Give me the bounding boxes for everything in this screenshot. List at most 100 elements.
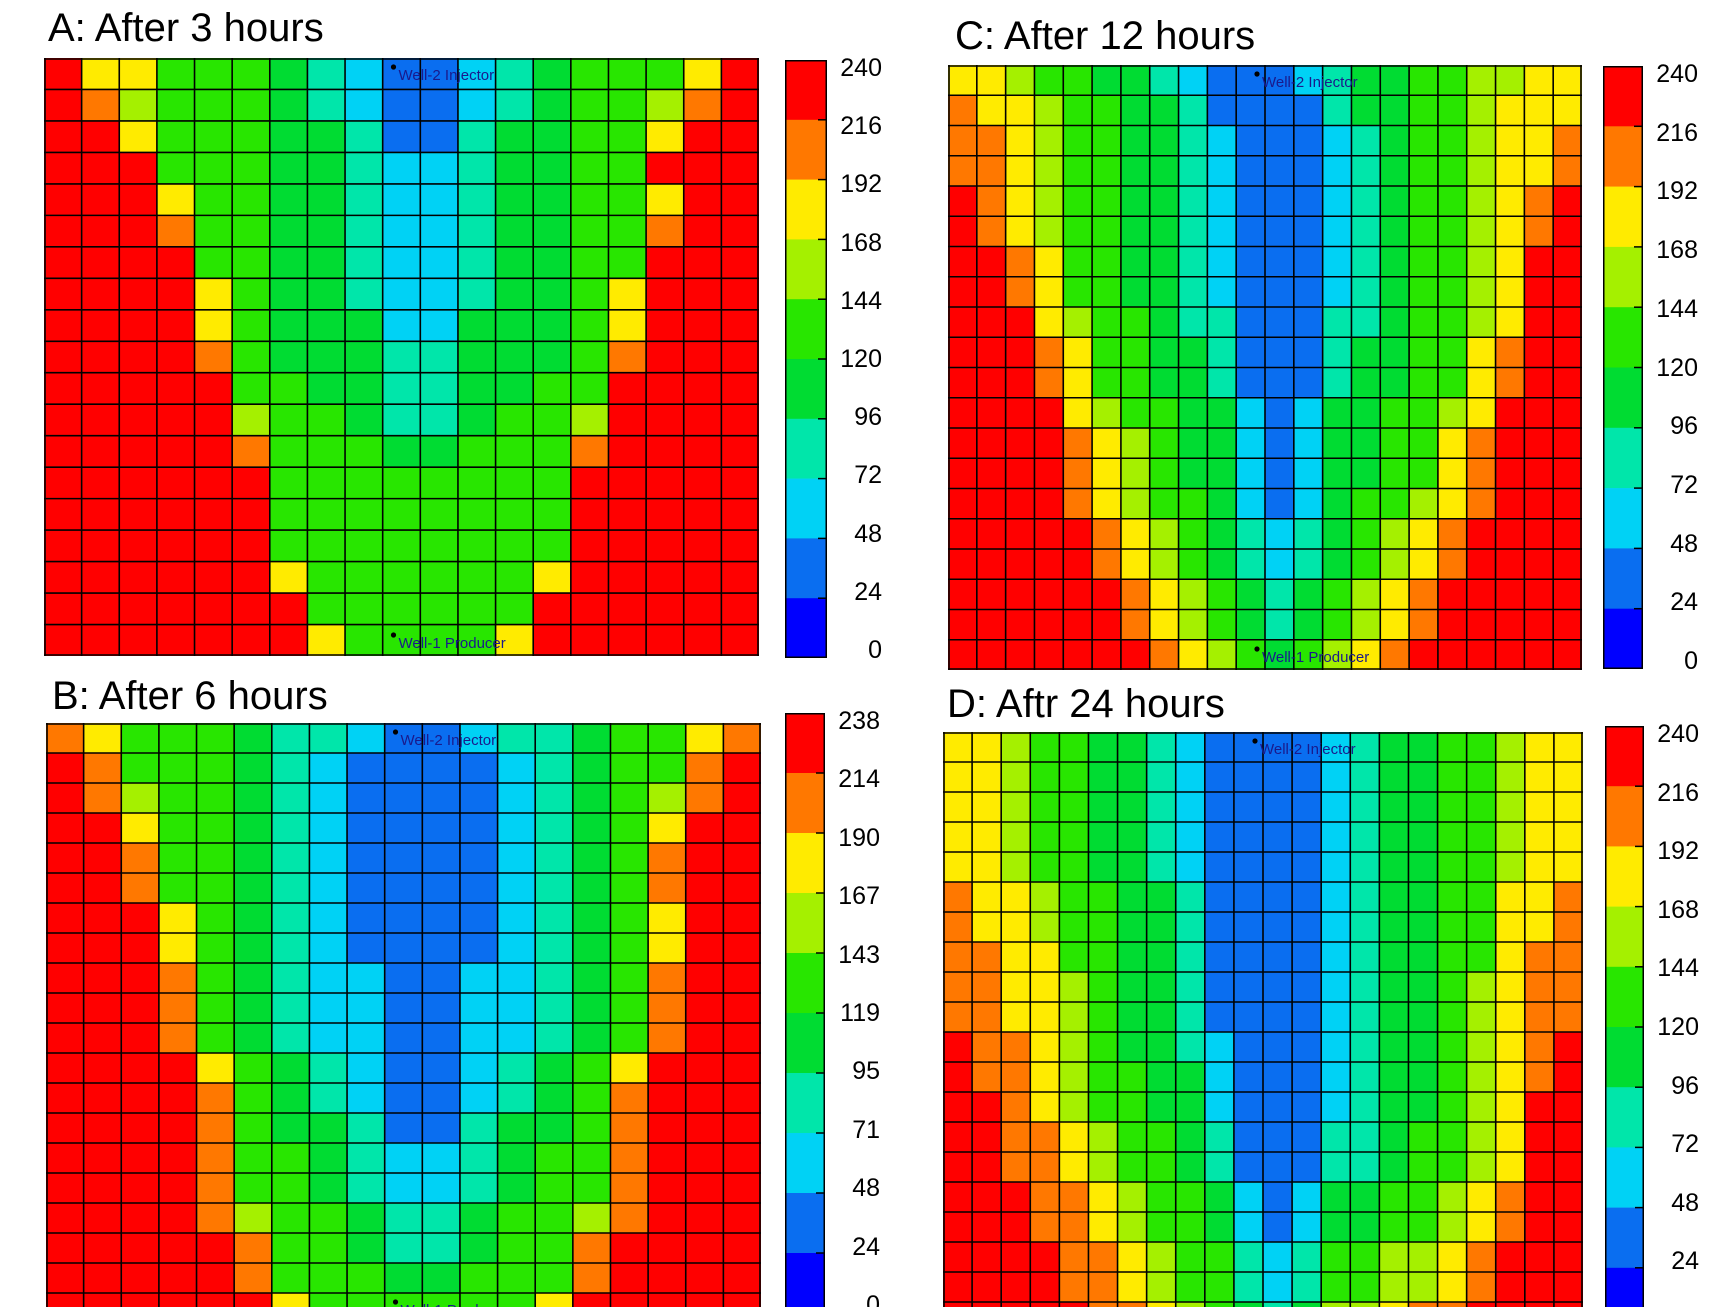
heatmap-cell [1524, 518, 1554, 550]
heatmap-cell [271, 1293, 310, 1307]
heatmap-cell [976, 246, 1006, 278]
heatmap-cell [1005, 65, 1035, 96]
heatmap-cell [1117, 732, 1147, 763]
heatmap-cell [495, 120, 534, 153]
heatmap-cell [1408, 882, 1438, 913]
heatmap-cell [1466, 1212, 1497, 1243]
heatmap-cell [1524, 1242, 1555, 1273]
heatmap-cell [1236, 397, 1266, 429]
heatmap-cell [1149, 95, 1179, 126]
heatmap-cell [610, 1113, 649, 1144]
heatmap-cell [1350, 762, 1380, 793]
heatmap-cell [943, 732, 973, 763]
heatmap-cell [646, 372, 685, 405]
heatmap-cell [119, 624, 158, 656]
heatmap-cell [271, 783, 310, 814]
heatmap-cell [232, 341, 271, 374]
heatmap-cell [46, 783, 84, 814]
heatmap-cell [533, 341, 572, 374]
heatmap-cell [457, 215, 496, 248]
heatmap-cell [1092, 397, 1122, 429]
heatmap-cell [1524, 792, 1555, 823]
heatmap-cell [497, 1173, 536, 1204]
heatmap-cell [156, 278, 195, 311]
colorbar-segment [1605, 1267, 1644, 1307]
heatmap-cell [1263, 1272, 1293, 1303]
heatmap-cell [1409, 579, 1439, 610]
heatmap-cell [420, 341, 459, 374]
heatmap-cell [1233, 1122, 1264, 1153]
heatmap-cell [685, 813, 724, 844]
heatmap-cell [1178, 579, 1208, 610]
heatmap-cell [1321, 1212, 1351, 1243]
heatmap-cell [81, 372, 120, 405]
heatmap-cell [1059, 852, 1089, 883]
heatmap-cell [1495, 1242, 1526, 1273]
heatmap-cell [1553, 639, 1582, 670]
heatmap-cell [1437, 246, 1468, 278]
heatmap-cell [943, 882, 973, 913]
heatmap-cell [535, 813, 574, 844]
heatmap-cell [457, 467, 496, 499]
heatmap-cell [972, 1302, 1002, 1307]
heatmap-cell [347, 813, 385, 844]
heatmap-cell [234, 1203, 273, 1234]
heatmap-cell [269, 372, 308, 405]
heatmap-cell [533, 372, 572, 405]
heatmap-cell [1351, 65, 1381, 96]
heatmap-cell [196, 1263, 235, 1294]
heatmap-cell [1321, 1302, 1351, 1307]
heatmap-cell [608, 498, 647, 531]
heatmap-cell [46, 963, 84, 994]
heatmap-cell [533, 246, 572, 279]
heatmap-cell [269, 152, 308, 185]
heatmap-cell [1495, 792, 1526, 823]
heatmap-cell [943, 1182, 973, 1213]
heatmap-cell [1178, 458, 1208, 489]
heatmap-cell [1553, 1212, 1583, 1243]
heatmap-cell [972, 792, 1002, 823]
heatmap-cell [535, 933, 574, 964]
heatmap-cell [1207, 367, 1237, 399]
heatmap-cell [1495, 458, 1525, 489]
heatmap-cell [1437, 1032, 1467, 1063]
heatmap-cell [1117, 1122, 1147, 1153]
heatmap-cell [1351, 95, 1381, 126]
heatmap-cell [83, 1113, 122, 1144]
heatmap-cell [158, 783, 197, 814]
heatmap-cell [1175, 852, 1206, 883]
heatmap-cell [1495, 1122, 1526, 1153]
heatmap-cell [196, 993, 235, 1024]
heatmap-cell [943, 1152, 973, 1183]
heatmap-cell [1495, 882, 1526, 913]
colorbar-segment [785, 299, 827, 360]
heatmap-cell [721, 624, 759, 656]
heatmap-cell [384, 1173, 423, 1204]
heatmap-cell [158, 1263, 197, 1294]
heatmap-cell [1380, 95, 1410, 126]
heatmap-cell [1117, 912, 1147, 943]
heatmap-cell [44, 498, 82, 531]
heatmap-cell [1117, 1152, 1147, 1183]
heatmap-cell [1350, 912, 1380, 943]
well-injector-label: Well-2 Injector [1262, 74, 1358, 91]
heatmap-cell [309, 1023, 348, 1054]
heatmap-cell [535, 1023, 574, 1054]
heatmap-cell [646, 404, 685, 436]
heatmap-cell [384, 723, 423, 754]
heatmap-cell [1524, 458, 1554, 489]
heatmap-cell [1466, 125, 1496, 157]
heatmap-cell [196, 1203, 235, 1234]
heatmap-cell [1175, 732, 1206, 763]
heatmap-cell [497, 963, 536, 994]
heatmap-cell [948, 367, 978, 399]
heatmap-cell [345, 498, 383, 531]
heatmap-cell [420, 120, 459, 153]
heatmap-cell [1350, 1062, 1380, 1093]
heatmap-cell [1059, 1002, 1089, 1033]
heatmap-cell [1001, 1032, 1031, 1063]
colorbar-tick-label: 144 [1656, 296, 1698, 322]
colorbar-tick-label: 240 [1657, 722, 1699, 747]
heatmap-cell [1380, 488, 1410, 520]
heatmap-cell [723, 1173, 761, 1204]
